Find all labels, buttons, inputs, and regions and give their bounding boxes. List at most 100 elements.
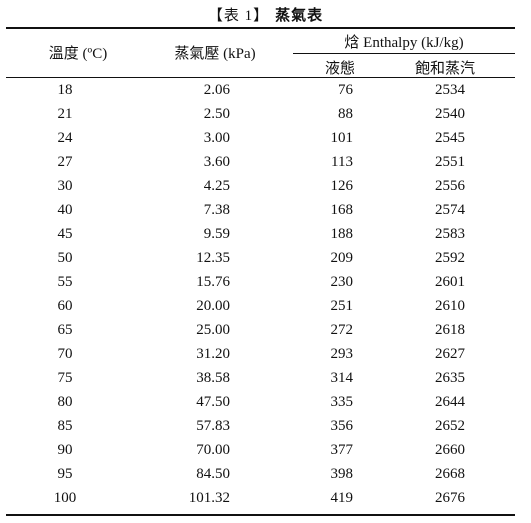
- cell-pressure: 3.60: [203, 154, 230, 170]
- cell-pressure: 3.00: [203, 130, 230, 146]
- cell-pressure: 25.00: [196, 322, 230, 338]
- cell-liquid-enthalpy: 272: [330, 322, 354, 338]
- cell-vapor-enthalpy: 2676: [435, 490, 465, 506]
- cell-vapor-enthalpy: 2540: [435, 106, 465, 122]
- cell-temperature: 60: [57, 298, 73, 314]
- cell-liquid-enthalpy: 398: [330, 466, 354, 482]
- table-row: 24 3.00 101 2545: [0, 128, 531, 152]
- header-rule: [6, 77, 515, 78]
- cell-temperature: 75: [57, 370, 73, 386]
- cell-vapor-enthalpy: 2660: [435, 442, 465, 458]
- cell-temperature: 95: [57, 466, 73, 482]
- cell-vapor-enthalpy: 2644: [435, 394, 465, 410]
- table-row: 45 9.59 188 2583: [0, 224, 531, 248]
- header-pressure: 蒸氣壓 (kPa): [174, 46, 256, 62]
- cell-vapor-enthalpy: 2652: [435, 418, 465, 434]
- table-row: 55 15.76 230 2601: [0, 272, 531, 296]
- cell-vapor-enthalpy: 2545: [435, 130, 465, 146]
- cell-temperature: 45: [57, 226, 73, 242]
- cell-vapor-enthalpy: 2574: [435, 202, 465, 218]
- cell-pressure: 31.20: [196, 346, 230, 362]
- cell-temperature: 50: [57, 250, 73, 266]
- cell-temperature: 100: [53, 490, 77, 506]
- cell-temperature: 90: [57, 442, 73, 458]
- table-row: 85 57.83 356 2652: [0, 416, 531, 440]
- cell-pressure: 2.50: [203, 106, 230, 122]
- cell-temperature: 24: [57, 130, 73, 146]
- cell-pressure: 101.32: [188, 490, 230, 506]
- cell-liquid-enthalpy: 188: [330, 226, 354, 242]
- table-row: 65 25.00 272 2618: [0, 320, 531, 344]
- cell-liquid-enthalpy: 356: [330, 418, 354, 434]
- cell-temperature: 65: [57, 322, 73, 338]
- cell-liquid-enthalpy: 126: [330, 178, 354, 194]
- table-row: 30 4.25 126 2556: [0, 176, 531, 200]
- cell-vapor-enthalpy: 2592: [435, 250, 465, 266]
- table-body: 18 2.06 76 2534 21 2.50 88 2540 24 3.00 101 2545 27 3…: [0, 80, 531, 512]
- cell-temperature: 70: [57, 346, 73, 362]
- header-liquid: 液態: [324, 61, 355, 77]
- bottom-rule: [6, 514, 515, 516]
- table-row: 18 2.06 76 2534: [0, 80, 531, 104]
- cell-temperature: 18: [57, 82, 73, 98]
- cell-liquid-enthalpy: 377: [330, 442, 354, 458]
- table-row: 100 101.32 419 2676: [0, 488, 531, 512]
- table-row: 60 20.00 251 2610: [0, 296, 531, 320]
- cell-pressure: 47.50: [196, 394, 230, 410]
- cell-pressure: 9.59: [203, 226, 230, 242]
- header-vapor: 飽和蒸汽: [414, 61, 475, 77]
- table-title: 【表 1】 蒸氣表: [0, 4, 531, 25]
- cell-liquid-enthalpy: 88: [338, 106, 353, 122]
- cell-liquid-enthalpy: 335: [330, 394, 354, 410]
- table-number: 【表 1】: [207, 8, 270, 24]
- cell-pressure: 84.50: [196, 466, 230, 482]
- table-row: 95 84.50 398 2668: [0, 464, 531, 488]
- cell-pressure: 12.35: [196, 250, 230, 266]
- table-row: 40 7.38 168 2574: [0, 200, 531, 224]
- cell-temperature: 80: [57, 394, 73, 410]
- cell-liquid-enthalpy: 101: [330, 130, 354, 146]
- cell-vapor-enthalpy: 2635: [435, 370, 465, 386]
- cell-pressure: 2.06: [203, 82, 230, 98]
- cell-liquid-enthalpy: 419: [330, 490, 354, 506]
- cell-pressure: 4.25: [203, 178, 230, 194]
- header-enthalpy: 焓 Enthalpy (kJ/kg): [344, 35, 464, 51]
- cell-vapor-enthalpy: 2668: [435, 466, 465, 482]
- cell-liquid-enthalpy: 251: [330, 298, 354, 314]
- cell-temperature: 21: [57, 106, 73, 122]
- table-row: 27 3.60 113 2551: [0, 152, 531, 176]
- cell-vapor-enthalpy: 2601: [435, 274, 465, 290]
- cell-liquid-enthalpy: 209: [330, 250, 354, 266]
- enthalpy-subheader-rule: [293, 53, 515, 54]
- table-row: 50 12.35 209 2592: [0, 248, 531, 272]
- cell-vapor-enthalpy: 2556: [435, 178, 465, 194]
- cell-liquid-enthalpy: 230: [330, 274, 354, 290]
- cell-temperature: 85: [57, 418, 73, 434]
- cell-vapor-enthalpy: 2627: [435, 346, 465, 362]
- cell-vapor-enthalpy: 2618: [435, 322, 465, 338]
- cell-pressure: 15.76: [196, 274, 230, 290]
- cell-temperature: 27: [57, 154, 73, 170]
- cell-pressure: 7.38: [203, 202, 230, 218]
- table-row: 80 47.50 335 2644: [0, 392, 531, 416]
- cell-pressure: 57.83: [196, 418, 230, 434]
- table-row: 21 2.50 88 2540: [0, 104, 531, 128]
- cell-vapor-enthalpy: 2551: [435, 154, 465, 170]
- cell-vapor-enthalpy: 2583: [435, 226, 465, 242]
- cell-temperature: 30: [57, 178, 73, 194]
- cell-liquid-enthalpy: 113: [331, 154, 353, 170]
- top-rule: [6, 27, 515, 29]
- cell-pressure: 38.58: [196, 370, 230, 386]
- cell-vapor-enthalpy: 2534: [435, 82, 465, 98]
- cell-liquid-enthalpy: 293: [330, 346, 354, 362]
- table-row: 90 70.00 377 2660: [0, 440, 531, 464]
- cell-liquid-enthalpy: 76: [338, 82, 353, 98]
- cell-temperature: 40: [57, 202, 73, 218]
- cell-vapor-enthalpy: 2610: [435, 298, 465, 314]
- cell-liquid-enthalpy: 168: [330, 202, 354, 218]
- table-row: 75 38.58 314 2635: [0, 368, 531, 392]
- header-temperature: 溫度 (ºC): [48, 46, 108, 62]
- cell-liquid-enthalpy: 314: [330, 370, 354, 386]
- table-name: 蒸氣表: [275, 8, 324, 24]
- table-row: 70 31.20 293 2627: [0, 344, 531, 368]
